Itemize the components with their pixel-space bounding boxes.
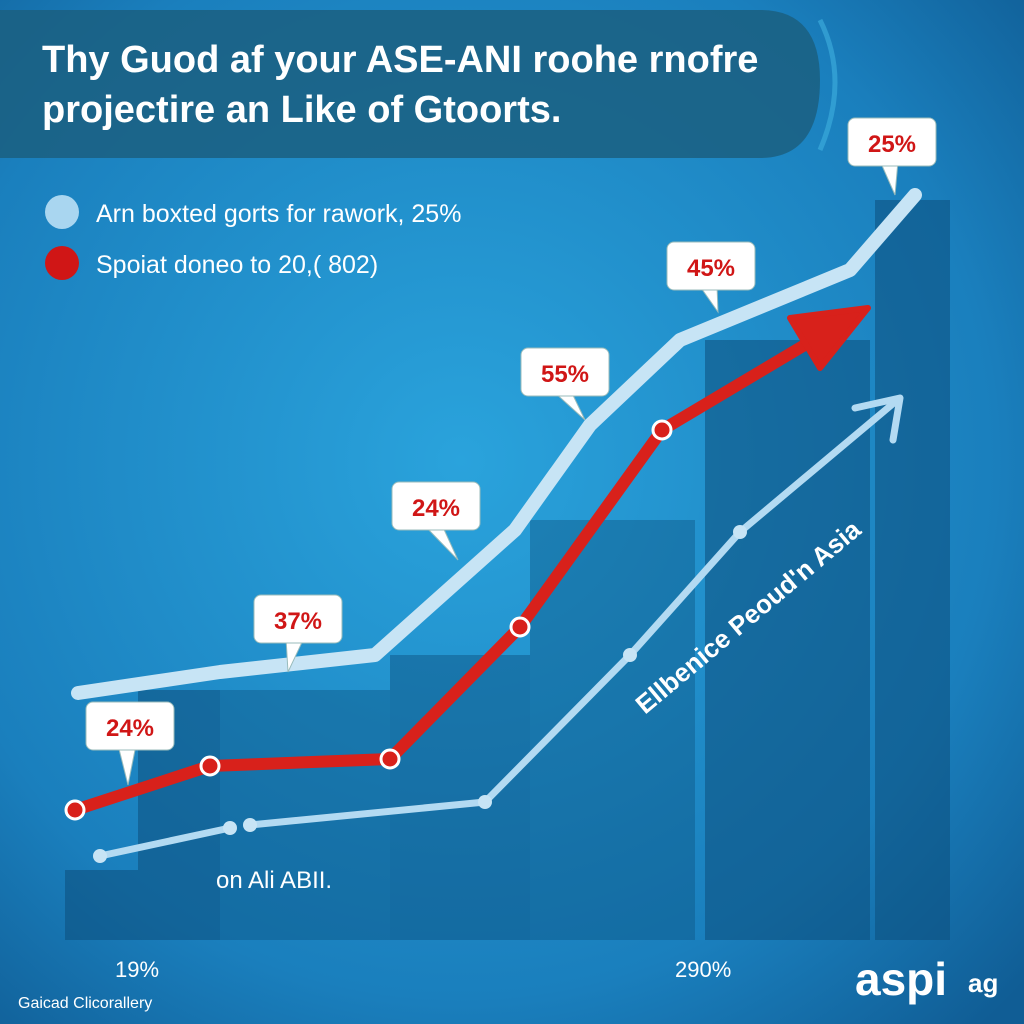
callout-box	[847, 117, 937, 167]
title-line: Thy Guod af your ASE-ANI roohe rnofre	[42, 39, 758, 81]
callout: 24%	[391, 481, 481, 561]
arrow-head	[787, 305, 871, 371]
banner-swoosh	[817, 18, 838, 151]
callout: 24%	[85, 701, 175, 786]
callout-label: 37%	[274, 608, 322, 635]
arrow-head	[851, 394, 904, 444]
red-line	[69, 312, 856, 816]
callout-box	[85, 701, 175, 751]
callout-label: 24%	[412, 495, 460, 522]
title-line: projectire an Like of Gtoorts.	[42, 89, 561, 131]
callout: 37%	[253, 594, 343, 673]
callout-box	[520, 347, 610, 397]
callout-box	[666, 241, 756, 291]
callouts: 24% 37% 24% 55% 45% 25%	[85, 117, 937, 786]
annotation: on Ali ABII.	[216, 867, 332, 894]
bottom-label: 19%	[115, 957, 159, 982]
title-banner	[0, 10, 820, 158]
legend-swatch	[45, 195, 79, 229]
logo: aspi	[855, 953, 947, 1005]
logo-suffix: ag	[968, 968, 998, 998]
callout-box	[391, 481, 481, 531]
callout: 25%	[847, 117, 937, 196]
markers	[64, 419, 673, 821]
thin-markers	[93, 525, 747, 863]
legend-swatch	[45, 246, 79, 280]
bottom-label: 290%	[675, 957, 731, 982]
legend-label: Spoiat doneo to 20,( 802)	[96, 251, 378, 279]
callout: 45%	[666, 241, 756, 314]
callout-box	[253, 594, 343, 644]
callout-label: 45%	[687, 255, 735, 282]
thin-line	[96, 824, 234, 860]
callout-label: 55%	[541, 361, 589, 388]
callout-label: 24%	[106, 715, 154, 742]
background-bars	[65, 200, 950, 940]
callout: 55%	[520, 347, 610, 421]
callout-label: 25%	[868, 131, 916, 158]
light-line	[71, 188, 922, 700]
footer: Gaicad Clicorallery	[18, 995, 152, 1012]
legend-label: Arn boxted gorts for rawork, 25%	[96, 200, 461, 228]
